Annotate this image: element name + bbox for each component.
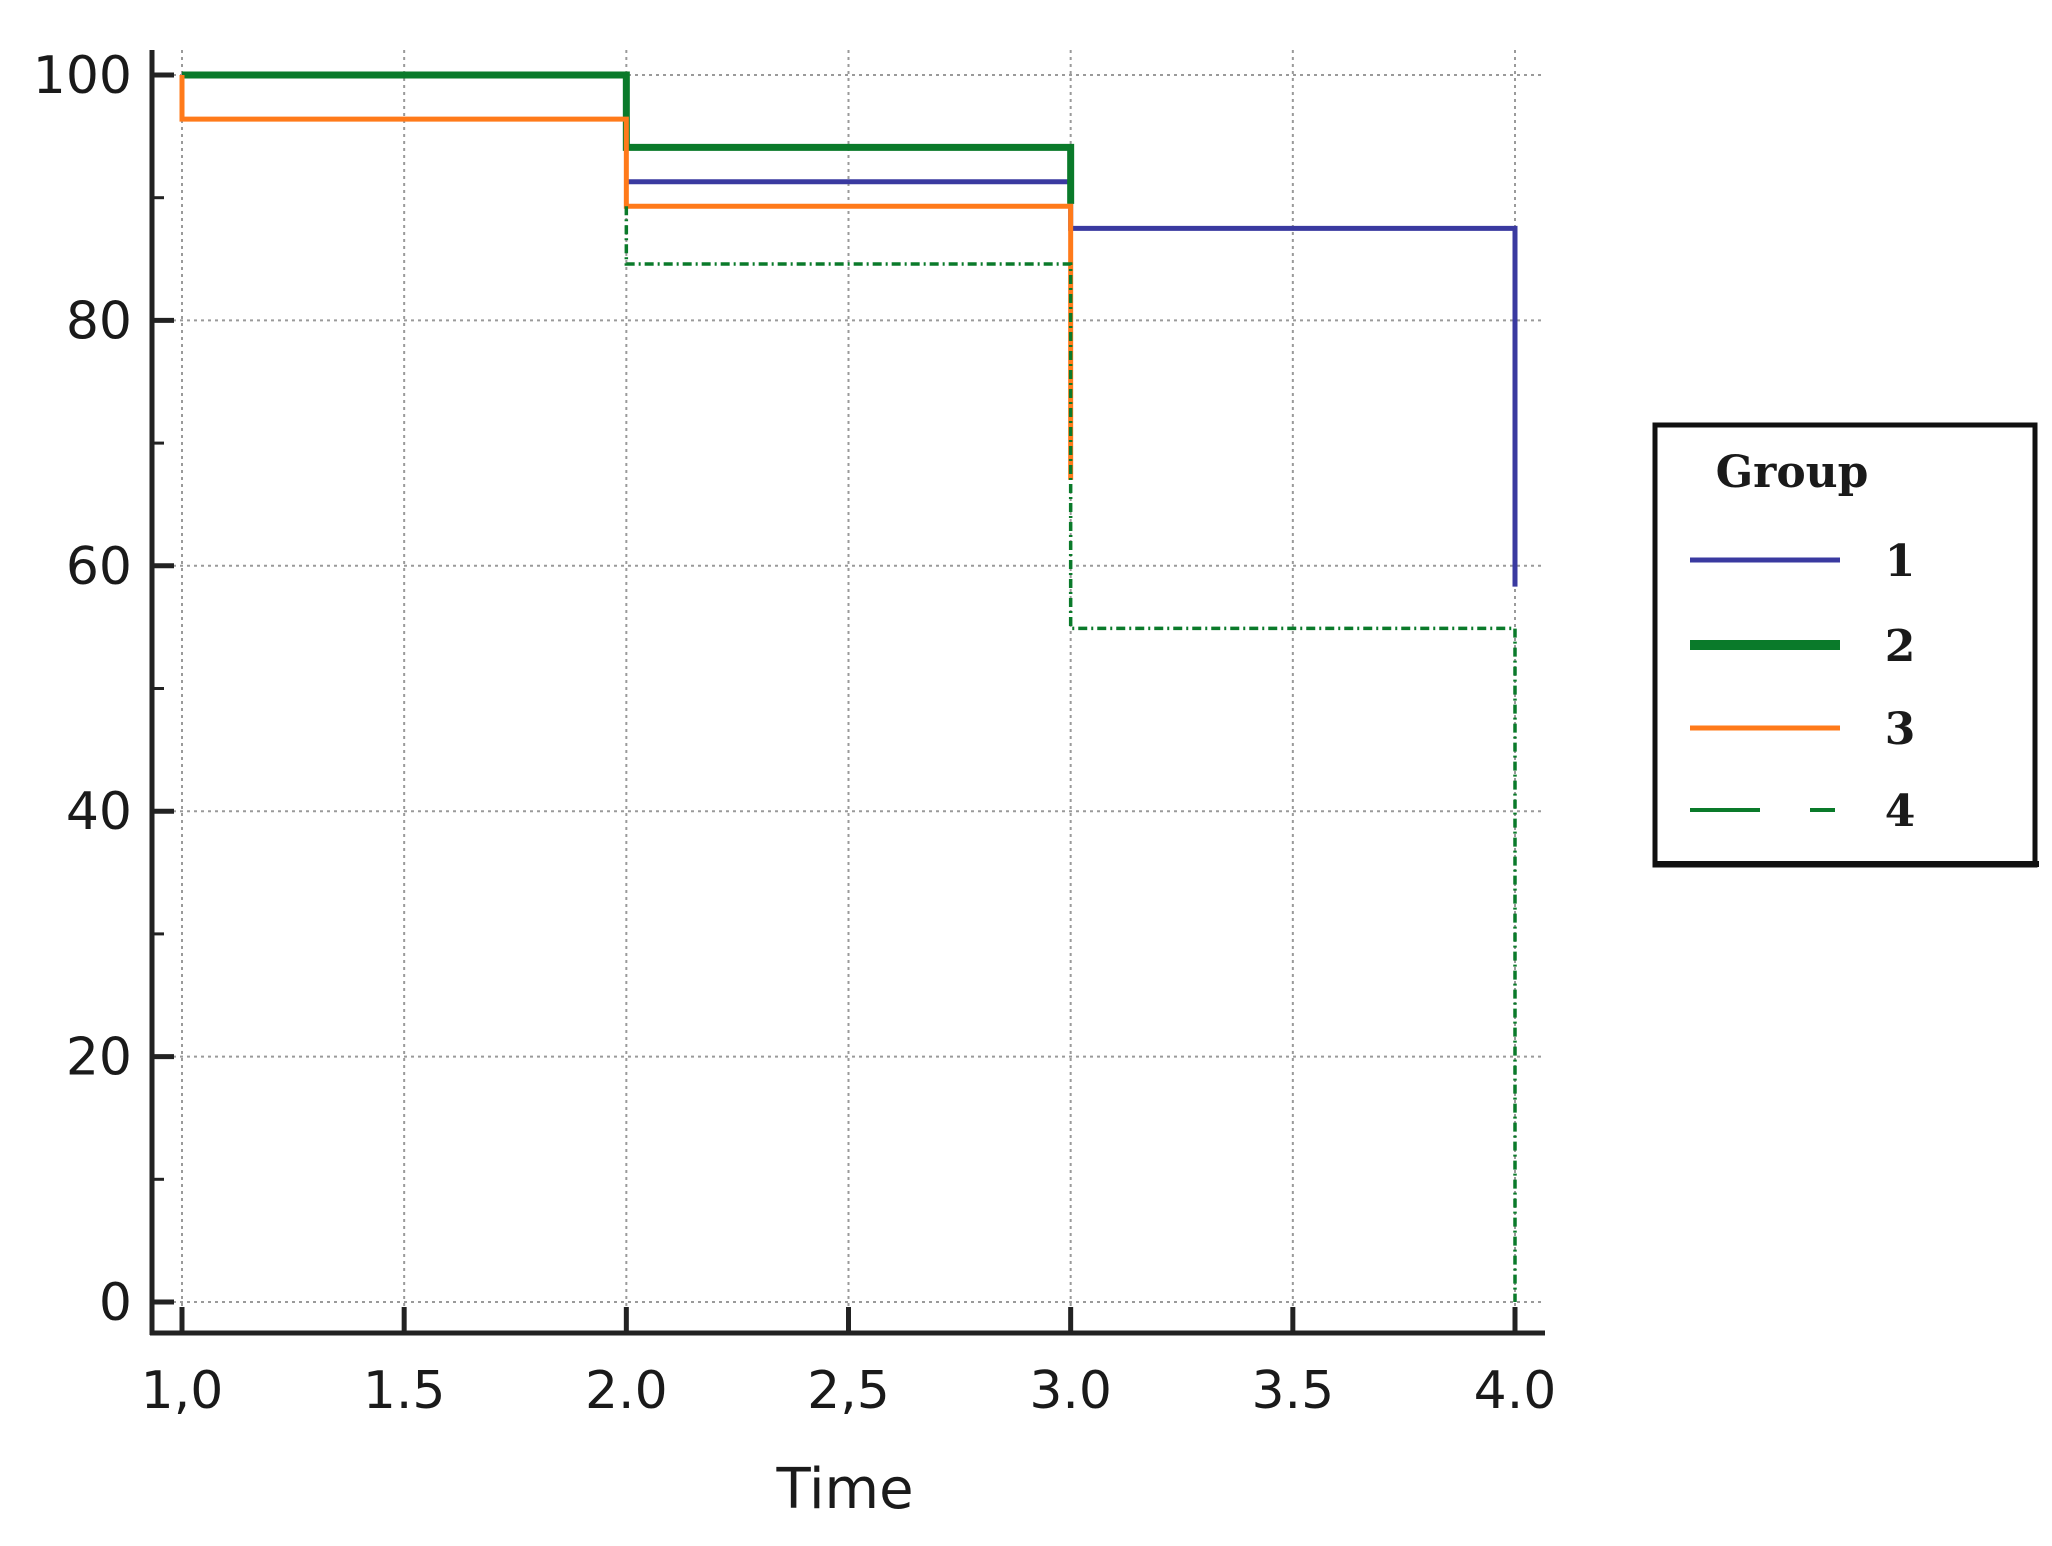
- legend-title: Group: [1716, 447, 1869, 498]
- grid-lines: [152, 50, 1545, 1333]
- legend-label-3: 3: [1885, 704, 1916, 755]
- y-tick-label: 0: [99, 1273, 132, 1333]
- y-tick-label: 40: [66, 782, 132, 842]
- legend-label-2: 2: [1885, 621, 1916, 672]
- x-axis-title: Time: [775, 1457, 913, 1522]
- y-tick-label: 80: [66, 291, 132, 351]
- x-tick-label: 1.5: [363, 1361, 446, 1421]
- tick-labels: 1,0 1.5 2.0 2,5 3.0 3.5 4.0 0 20 40 60 80 100: [33, 46, 1557, 1421]
- series-layer: [179, 71, 1518, 1302]
- x-tick-label: 4.0: [1474, 1361, 1557, 1421]
- y-tick-label: 60: [66, 537, 132, 597]
- x-tick-label: 3.0: [1029, 1361, 1112, 1421]
- series-4-line: [624, 206, 1517, 1302]
- legend: Group 1 2 3 4: [1652, 422, 2039, 868]
- x-tick-label: 1,0: [141, 1361, 224, 1421]
- x-tick-label: 3.5: [1251, 1361, 1334, 1421]
- legend-box-shadow: [1655, 861, 2039, 867]
- series-3-line: [179, 75, 1074, 480]
- legend-label-1: 1: [1885, 536, 1916, 587]
- y-tick-label: 20: [66, 1028, 132, 1088]
- legend-label-4: 4: [1885, 786, 1916, 837]
- x-tick-label: 2,5: [807, 1361, 890, 1421]
- axes: [149, 50, 1545, 1336]
- legend-items: 1 2 3 4: [1690, 536, 1915, 837]
- y-tick-label: 100: [33, 46, 132, 106]
- x-tick-label: 2.0: [585, 1361, 668, 1421]
